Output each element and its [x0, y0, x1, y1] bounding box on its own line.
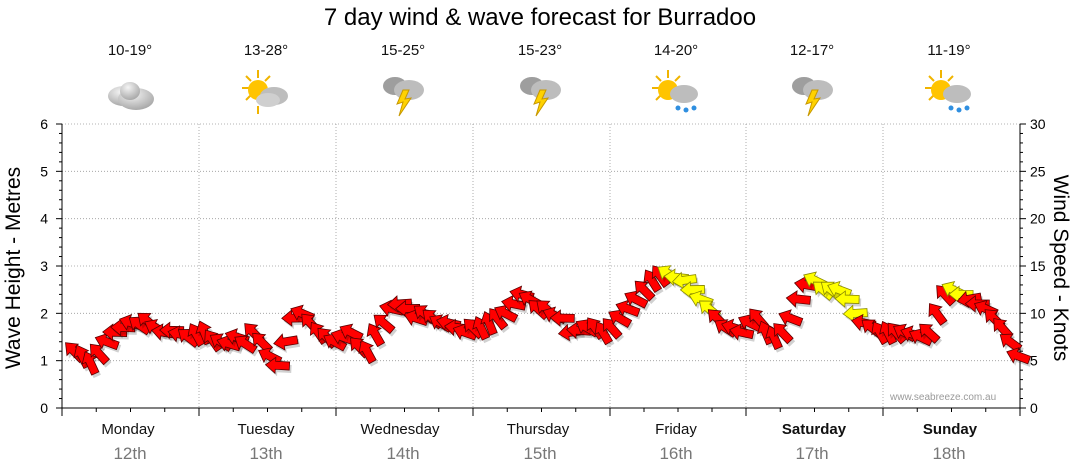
day-label-friday: Friday: [655, 421, 697, 438]
wind-arrow: [634, 280, 656, 302]
wind-arrow: [102, 323, 128, 342]
wind-arrow: [999, 333, 1023, 353]
cloudy-icon: [108, 82, 154, 110]
day-label-monday: Monday: [101, 421, 155, 438]
wind-arrow: [366, 323, 386, 348]
y-left-tick-label: 2: [40, 305, 48, 321]
watermark: www.seabreeze.com.au: [890, 392, 997, 403]
day-label-sunday: Sunday: [922, 421, 978, 438]
sun-shower-icon: [925, 70, 971, 113]
y-right-tick-label: 25: [1030, 163, 1046, 179]
day-temp-sunday: 11-19°: [927, 42, 971, 59]
day-temp-friday: 14-20°: [653, 42, 699, 59]
y-left-tick-label: 1: [40, 353, 48, 369]
y-right-tick-label: 0: [1030, 400, 1038, 416]
wind-arrow: [373, 314, 396, 335]
day-label-thursday: Thursday: [506, 421, 570, 438]
day-temp-monday: 10-19°: [107, 42, 153, 59]
wind-arrow: [234, 335, 258, 355]
wind-arrow: [549, 309, 575, 327]
y-right-tick-label: 5: [1030, 353, 1038, 369]
day-date-thursday: 15th: [523, 444, 557, 463]
y-left-tick-label: 4: [40, 211, 48, 227]
partly-cloudy-icon: [242, 70, 288, 114]
day-date-tuesday: 13th: [249, 444, 283, 463]
y-left-tick-label: 3: [40, 258, 48, 274]
wind-arrow: [273, 333, 299, 351]
day-temp-saturday: 12-17°: [789, 42, 835, 59]
day-date-friday: 16th: [659, 444, 693, 463]
day-date-saturday: 17th: [795, 444, 829, 463]
wind-arrow: [778, 309, 804, 327]
thunderstorm-icon: [520, 77, 561, 117]
day-date-wednesday: 14th: [386, 444, 420, 463]
y-left-tick-label: 6: [40, 116, 48, 132]
day-temp-thursday: 15-23°: [517, 42, 563, 59]
y-right-tick-label: 20: [1030, 211, 1046, 227]
chart-title: 7 day wind & wave forecast for Burradoo: [323, 4, 757, 31]
thunderstorm-icon: [792, 77, 833, 117]
day-label-wednesday: Wednesday: [360, 421, 440, 438]
day-temp-wednesday: 15-25°: [380, 42, 426, 59]
day-date-sunday: 18th: [932, 444, 966, 463]
wind-arrow: [501, 294, 527, 313]
day-temp-tuesday: 13-28°: [243, 42, 289, 59]
wind-arrow: [358, 340, 377, 365]
wind-arrow: [785, 290, 812, 308]
y-left-tick-label: 0: [40, 400, 48, 416]
day-label-saturday: Saturday: [781, 421, 847, 438]
wind-arrow: [928, 303, 948, 326]
wind-arrow: [773, 323, 794, 345]
wind-arrow: [81, 351, 100, 376]
thunderstorm-icon: [383, 77, 424, 117]
y-left-tick-label: 5: [40, 163, 48, 179]
wind-arrow: [834, 290, 860, 308]
y-right-tick-label: 30: [1030, 116, 1046, 132]
y-right-tick-label: 10: [1030, 305, 1046, 321]
wind-arrow: [264, 356, 291, 375]
sun-shower-icon: [652, 70, 698, 113]
wind-arrow: [919, 323, 941, 344]
wind-arrow: [1006, 347, 1032, 365]
wind-arrow: [728, 323, 755, 341]
y-axis-right-title: Wind Speed - Knots: [1049, 174, 1072, 362]
day-label-tuesday: Tuesday: [237, 421, 295, 438]
y-right-tick-label: 15: [1030, 258, 1046, 274]
day-date-monday: 12th: [113, 444, 147, 463]
wind-arrow: [339, 323, 364, 342]
y-axis-left-title: Wave Height - Metres: [2, 166, 25, 370]
